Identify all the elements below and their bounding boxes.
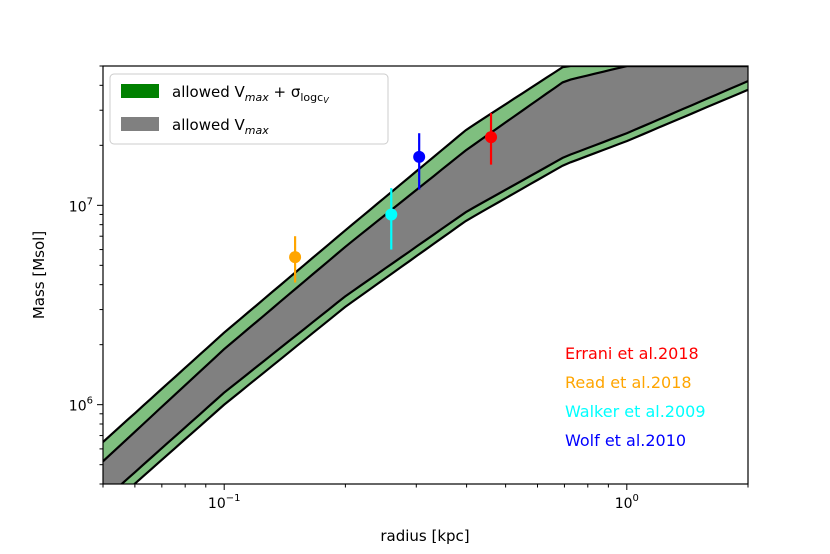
legend-entry-2-text: allowed V [172,116,245,134]
y-axis-label: Mass [Msol] [30,231,48,319]
data-point-1 [289,236,302,283]
x-tick-label-0: 10−1 [208,493,241,512]
points-layer [289,113,498,283]
legend-box [109,73,389,145]
data-point-0 [485,113,498,165]
marker-2 [385,208,398,221]
marker-3 [413,150,426,163]
ref-label-walker: Walker et al.2009 [565,402,706,421]
legend-entry-1-sub: max [245,91,269,104]
legend-entry-1-text: allowed V [172,83,245,101]
legend: allowed Vmax + σlogcV allowed Vmax [109,73,389,145]
data-point-2 [385,188,398,250]
data-point-3 [413,133,426,190]
ticks-layer: 10−1 100 106 107 [69,65,749,512]
ref-label-read: Read et al.2018 [565,373,692,392]
legend-entry-1-extra-sub: logc [300,91,323,104]
legend-swatch-green [121,84,159,98]
legend-entry-2-sub: max [245,124,269,137]
marker-1 [289,251,302,264]
curve-0 [103,66,748,443]
legend-entry-1-extra-subsub: V [323,96,329,105]
ref-label-wolf: Wolf et al.2010 [565,431,686,450]
reference-labels: Errani et al.2018 Read et al.2018 Walker… [565,344,706,450]
marker-0 [485,131,498,144]
ref-label-errani: Errani et al.2018 [565,344,699,363]
curve-2 [120,80,748,484]
plot-frame [102,65,749,485]
curves-layer [103,66,748,484]
x-axis-label: radius [kpc] [380,527,469,545]
curve-3 [132,88,748,484]
y-tick-label-1: 107 [69,196,93,215]
legend-swatch-gray [121,117,159,131]
y-tick-label-0: 106 [69,396,93,415]
x-tick-label-1: 100 [615,493,639,512]
legend-entry-1-extra: + σ [269,83,301,101]
curve-1 [103,66,748,463]
legend-entry-allowed-vmax-sigma: allowed Vmax + σlogcV [172,83,329,105]
legend-entry-allowed-vmax: allowed Vmax [172,116,269,137]
